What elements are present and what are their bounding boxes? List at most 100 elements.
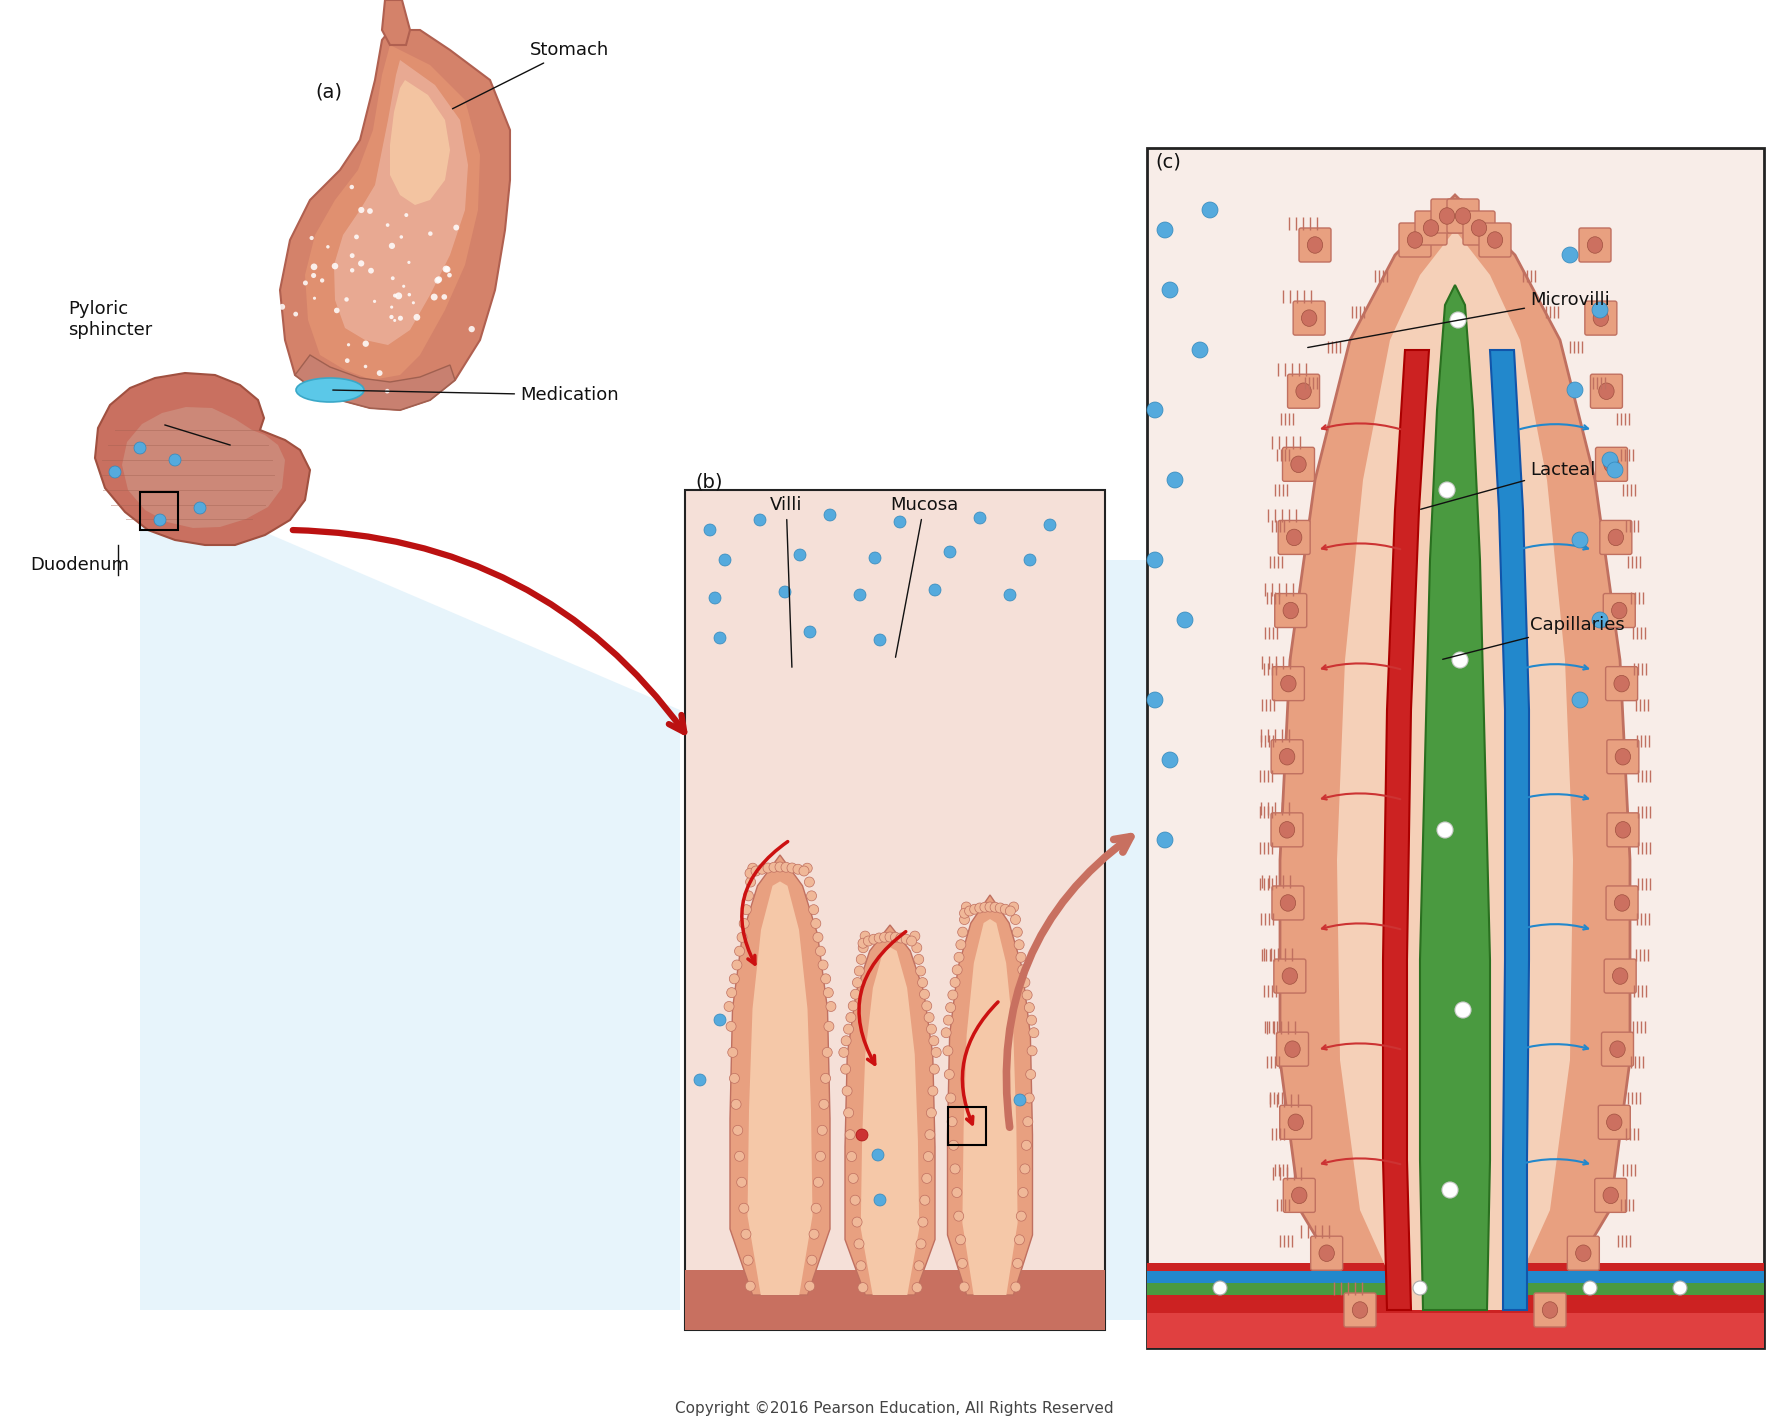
Circle shape: [848, 1000, 859, 1010]
Polygon shape: [1279, 195, 1630, 1310]
Circle shape: [823, 1047, 832, 1057]
Circle shape: [916, 966, 925, 976]
Circle shape: [358, 260, 365, 267]
Circle shape: [404, 213, 408, 217]
Circle shape: [886, 932, 894, 942]
Circle shape: [735, 1152, 744, 1162]
FancyBboxPatch shape: [1283, 447, 1315, 481]
Circle shape: [1009, 902, 1018, 912]
Circle shape: [311, 264, 317, 270]
Circle shape: [894, 517, 905, 528]
Circle shape: [964, 906, 975, 916]
Circle shape: [921, 1173, 932, 1183]
Circle shape: [1202, 203, 1218, 218]
Circle shape: [896, 933, 905, 943]
Circle shape: [730, 973, 739, 983]
Circle shape: [408, 261, 410, 264]
Circle shape: [975, 903, 984, 913]
Ellipse shape: [1308, 237, 1322, 253]
Circle shape: [855, 1129, 868, 1142]
Circle shape: [1413, 1281, 1428, 1294]
Circle shape: [733, 1126, 742, 1136]
Circle shape: [943, 1046, 954, 1056]
Bar: [685, 1270, 1106, 1330]
Circle shape: [957, 1259, 968, 1269]
FancyBboxPatch shape: [1590, 374, 1623, 408]
Bar: [1147, 1263, 1764, 1271]
Circle shape: [825, 509, 835, 521]
Polygon shape: [1383, 350, 1429, 1310]
Circle shape: [955, 940, 966, 950]
Circle shape: [864, 936, 873, 946]
Circle shape: [945, 1069, 954, 1079]
Ellipse shape: [1612, 602, 1626, 619]
Text: Microvilli: Microvilli: [1308, 291, 1610, 348]
Circle shape: [309, 235, 313, 240]
Circle shape: [810, 1203, 821, 1213]
Circle shape: [1592, 303, 1608, 318]
Polygon shape: [948, 895, 1032, 1294]
Circle shape: [1147, 552, 1163, 568]
Circle shape: [855, 1260, 866, 1271]
Ellipse shape: [1288, 1114, 1304, 1130]
Circle shape: [818, 1126, 827, 1136]
Circle shape: [354, 234, 360, 240]
Circle shape: [914, 955, 923, 965]
Ellipse shape: [1587, 237, 1603, 253]
Circle shape: [1005, 906, 1016, 916]
Circle shape: [741, 1229, 751, 1239]
Circle shape: [388, 243, 395, 248]
Circle shape: [437, 277, 442, 283]
Circle shape: [927, 1025, 936, 1035]
Circle shape: [952, 965, 962, 975]
Circle shape: [928, 1036, 939, 1046]
Text: Capillaries: Capillaries: [1442, 616, 1624, 659]
Circle shape: [395, 293, 403, 300]
Circle shape: [928, 1065, 939, 1075]
Circle shape: [399, 235, 403, 238]
Circle shape: [807, 890, 816, 900]
FancyBboxPatch shape: [1399, 223, 1431, 257]
FancyBboxPatch shape: [1605, 666, 1637, 701]
Circle shape: [1011, 915, 1020, 925]
FancyBboxPatch shape: [1272, 666, 1304, 701]
Circle shape: [959, 915, 970, 925]
Circle shape: [980, 902, 989, 912]
Circle shape: [948, 990, 957, 1000]
Circle shape: [948, 1140, 959, 1150]
Ellipse shape: [1599, 382, 1614, 400]
Circle shape: [442, 294, 447, 300]
Circle shape: [809, 1229, 819, 1239]
Circle shape: [728, 1047, 737, 1057]
Circle shape: [753, 514, 766, 527]
Circle shape: [1442, 1182, 1458, 1199]
Circle shape: [1016, 1212, 1027, 1222]
Polygon shape: [1336, 230, 1573, 1310]
Circle shape: [744, 890, 753, 900]
Circle shape: [367, 208, 372, 214]
Circle shape: [279, 304, 284, 310]
Circle shape: [1673, 1281, 1687, 1294]
Circle shape: [311, 273, 317, 278]
Ellipse shape: [1279, 749, 1295, 765]
Ellipse shape: [295, 378, 363, 402]
Ellipse shape: [1285, 1040, 1301, 1057]
Circle shape: [1157, 223, 1174, 238]
Circle shape: [390, 277, 395, 280]
Circle shape: [871, 1149, 884, 1162]
Circle shape: [1438, 482, 1454, 498]
Circle shape: [973, 512, 986, 524]
Ellipse shape: [1615, 822, 1632, 838]
Circle shape: [737, 1177, 746, 1187]
Circle shape: [1573, 692, 1589, 708]
Circle shape: [959, 908, 970, 918]
Circle shape: [1592, 612, 1608, 628]
Ellipse shape: [1615, 749, 1630, 765]
Circle shape: [782, 862, 791, 872]
Circle shape: [846, 1152, 857, 1162]
Circle shape: [801, 863, 812, 873]
Circle shape: [431, 294, 438, 301]
Circle shape: [390, 305, 394, 308]
Ellipse shape: [1603, 457, 1619, 472]
Bar: [1147, 1271, 1764, 1283]
